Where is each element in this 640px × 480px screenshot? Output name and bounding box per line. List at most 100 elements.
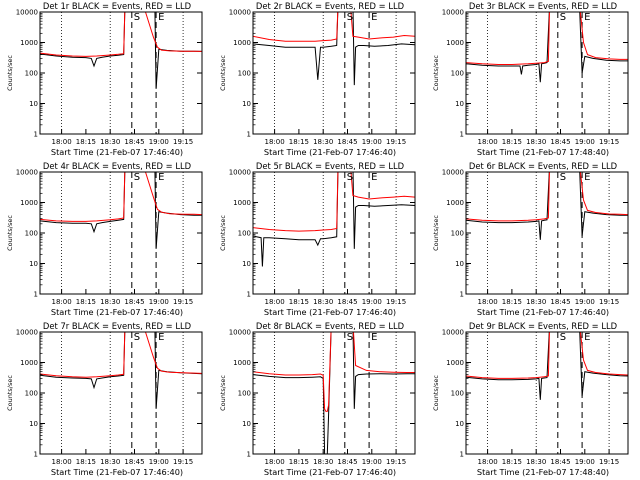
x-tick-label: 18:30 — [526, 298, 546, 306]
x-tick-label: 18:45 — [550, 138, 570, 146]
x-tick-label: 18:15 — [76, 138, 96, 146]
y-tick-label: 1000 — [20, 359, 38, 367]
x-tick-label: 19:00 — [575, 458, 595, 466]
x-axis-label: Start Time (21-Feb-07 17:46:40) — [477, 307, 609, 317]
marker-label: S — [347, 12, 353, 23]
y-axis-label: Counts/sec — [6, 55, 14, 91]
x-axis-label: Start Time (21-Feb-07 17:46:40) — [264, 467, 396, 477]
x-tick-label: 19:15 — [173, 298, 193, 306]
marker-label: E — [158, 332, 164, 343]
y-tick-label: 1 — [247, 131, 251, 139]
y-tick-label: 1000 — [233, 359, 251, 367]
y-axis-label: Counts/sec — [6, 215, 14, 251]
x-tick-label: 18:15 — [502, 138, 522, 146]
x-tick-label: 18:00 — [478, 298, 498, 306]
x-tick-label: 19:15 — [386, 458, 406, 466]
chart-title: Det 9r BLACK = Events, RED = LLD — [469, 321, 617, 331]
series-lld-line — [40, 332, 202, 378]
x-tick-label: 18:30 — [100, 138, 120, 146]
marker-label: S — [134, 12, 140, 23]
series-lld-line — [466, 172, 628, 222]
x-tick-label: 18:15 — [289, 458, 309, 466]
y-tick-label: 100 — [25, 230, 38, 238]
y-axis-label: Counts/sec — [6, 375, 14, 411]
y-axis-label: Counts/sec — [432, 55, 440, 91]
x-tick-label: 19:15 — [599, 298, 619, 306]
x-tick-label: 19:15 — [173, 138, 193, 146]
x-tick-label: 19:15 — [173, 458, 193, 466]
series-lld-line — [466, 332, 628, 379]
y-tick-label: 1000 — [233, 39, 251, 47]
y-tick-label: 10 — [29, 420, 38, 428]
y-tick-label: 1 — [247, 451, 251, 459]
x-tick-label: 18:30 — [526, 458, 546, 466]
x-axis-label: Start Time (21-Feb-07 17:46:40) — [264, 147, 396, 157]
x-tick-label: 19:00 — [149, 458, 169, 466]
marker-label: E — [584, 12, 590, 23]
x-tick-label: 18:15 — [502, 458, 522, 466]
series-lld-line — [253, 332, 415, 412]
x-tick-label: 18:15 — [502, 298, 522, 306]
x-tick-label: 19:00 — [575, 138, 595, 146]
y-tick-label: 100 — [238, 70, 251, 78]
x-tick-label: 18:00 — [478, 138, 498, 146]
y-tick-label: 1000 — [446, 359, 464, 367]
series-events-line — [253, 172, 415, 267]
chart-title: Det 4r BLACK = Events, RED = LLD — [43, 161, 191, 171]
x-tick-label: 18:45 — [124, 458, 144, 466]
y-axis-label: Counts/sec — [219, 55, 227, 91]
chart-title: Det 1r BLACK = Events, RED = LLD — [43, 1, 191, 11]
marker-label: S — [347, 332, 353, 343]
x-tick-label: 18:00 — [52, 138, 72, 146]
y-tick-label: 10 — [455, 260, 464, 268]
chart-title: Det 3r BLACK = Events, RED = LLD — [469, 1, 617, 11]
chart-title: Det 2r BLACK = Events, RED = LLD — [256, 1, 404, 11]
x-tick-label: 18:00 — [52, 458, 72, 466]
series-events-line — [253, 12, 415, 86]
y-tick-label: 10 — [242, 260, 251, 268]
x-tick-label: 18:15 — [289, 138, 309, 146]
marker-label: E — [584, 172, 590, 183]
marker-label: S — [560, 332, 566, 343]
chart-title: Det 6r BLACK = Events, RED = LLD — [469, 161, 617, 171]
x-axis-label: Start Time (21-Feb-07 17:46:40) — [51, 467, 183, 477]
x-tick-label: 18:30 — [100, 298, 120, 306]
y-tick-label: 10000 — [442, 169, 464, 177]
x-tick-label: 18:00 — [265, 298, 285, 306]
series-events-line — [466, 172, 628, 240]
y-tick-label: 100 — [451, 390, 464, 398]
x-tick-label: 19:00 — [149, 298, 169, 306]
y-tick-label: 10000 — [16, 169, 38, 177]
x-tick-label: 18:00 — [478, 458, 498, 466]
y-tick-label: 10 — [242, 420, 251, 428]
y-axis-label: Counts/sec — [432, 215, 440, 251]
x-tick-label: 19:00 — [149, 138, 169, 146]
y-tick-label: 1 — [460, 131, 464, 139]
y-tick-label: 1 — [460, 451, 464, 459]
x-tick-label: 19:00 — [362, 458, 382, 466]
y-tick-label: 1 — [460, 291, 464, 299]
x-tick-label: 19:00 — [575, 298, 595, 306]
y-tick-label: 100 — [451, 230, 464, 238]
x-tick-label: 18:30 — [100, 458, 120, 466]
series-events-line — [466, 332, 628, 400]
x-tick-label: 18:45 — [550, 458, 570, 466]
x-tick-label: 19:00 — [362, 298, 382, 306]
y-tick-label: 10000 — [229, 329, 251, 337]
x-axis-label: Start Time (21-Feb-07 17:48:40) — [477, 147, 609, 157]
plot-frame — [465, 331, 629, 455]
x-axis-label: Start Time (21-Feb-07 17:46:40) — [51, 147, 183, 157]
y-tick-label: 10000 — [16, 9, 38, 17]
marker-label: E — [371, 172, 377, 183]
y-tick-label: 1 — [34, 131, 38, 139]
y-tick-label: 1000 — [20, 199, 38, 207]
marker-label: E — [584, 332, 590, 343]
x-tick-label: 19:15 — [386, 298, 406, 306]
y-tick-label: 1 — [34, 291, 38, 299]
y-tick-label: 100 — [25, 70, 38, 78]
